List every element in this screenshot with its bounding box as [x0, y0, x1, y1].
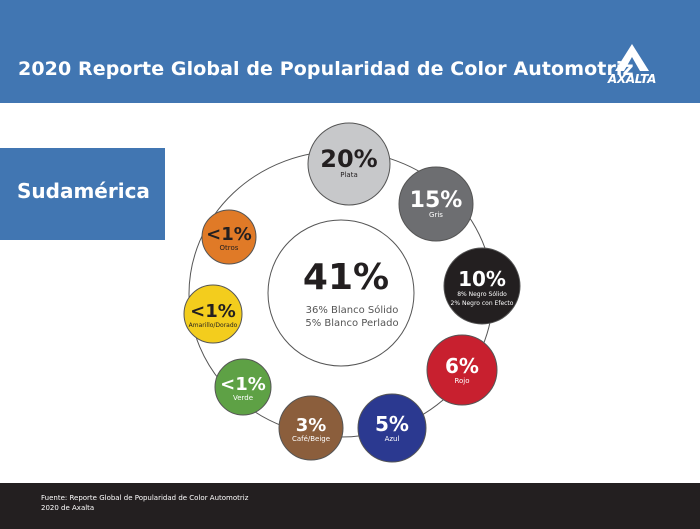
- region-box: Sudamérica: [0, 148, 165, 240]
- color-bubble: <1%Otros: [201, 209, 257, 265]
- bubble-value: <1%: [220, 374, 266, 395]
- bubble-label: 8% Negro Sólido: [457, 291, 507, 298]
- center-value: 41%: [303, 257, 389, 298]
- bubble-value: 10%: [458, 267, 506, 291]
- bubble-label: Verde: [233, 394, 253, 402]
- bubble-value: 3%: [296, 415, 327, 436]
- center-label-line: 5% Blanco Perlado: [305, 318, 398, 329]
- color-bubble: 20%Plata: [307, 122, 391, 206]
- bubble-circle: [214, 358, 272, 416]
- center-circle: [267, 219, 415, 367]
- footer-source: Fuente: Reporte Global de Popularidad de…: [41, 494, 249, 502]
- color-bubble: <1%Amarillo/Dorado: [183, 284, 243, 344]
- color-bubble: 3%Café/Beige: [278, 395, 344, 461]
- bubble-label: Rojo: [454, 377, 469, 385]
- color-bubble: 6%Rojo: [426, 334, 498, 406]
- bubble-value: <1%: [190, 301, 236, 322]
- footer-bar: Fuente: Reporte Global de Popularidad de…: [0, 483, 700, 529]
- bubble-circle: [278, 395, 344, 461]
- bubble-circle: [426, 334, 498, 406]
- page-title: 2020 Reporte Global de Popularidad de Co…: [18, 58, 634, 80]
- bubble-label: Gris: [429, 211, 443, 219]
- bubble-label: 2% Negro con Efecto: [451, 300, 514, 307]
- bubble-label: Plata: [340, 171, 358, 179]
- bubble-label: Otros: [220, 244, 239, 252]
- color-bubble: 10%8% Negro Sólido 2% Negro con Efecto: [443, 247, 521, 325]
- bubble-circle: [398, 166, 474, 242]
- axalta-logo-text: AXALTA: [607, 72, 657, 86]
- color-bubble: 5%Azul: [357, 393, 427, 463]
- axalta-logo: AXALTA: [604, 44, 660, 88]
- bubble-value: 15%: [410, 188, 463, 213]
- header-banner: 2020 Reporte Global de Popularidad de Co…: [0, 0, 700, 103]
- bubble-circle: [357, 393, 427, 463]
- bubble-label: Amarillo/Dorado: [189, 322, 238, 329]
- center-label-line: 36% Blanco Sólido: [306, 304, 399, 316]
- color-bubble: <1%Verde: [214, 358, 272, 416]
- bubble-value: 20%: [320, 145, 377, 173]
- bubble-value: 5%: [375, 412, 409, 436]
- bubble-label: Café/Beige: [292, 435, 330, 443]
- bubble-circle: [307, 122, 391, 206]
- bubble-circle: [201, 209, 257, 265]
- bubble-circle: [183, 284, 243, 344]
- bubble-circle: [443, 247, 521, 325]
- bubble-value: <1%: [206, 224, 252, 245]
- region-label: Sudamérica: [17, 179, 150, 203]
- bubble-value: 6%: [445, 354, 479, 378]
- footer-copyright: 2020 de Axalta: [41, 504, 95, 512]
- axalta-logo-icon: [615, 44, 649, 71]
- bubble-label: Azul: [385, 435, 400, 443]
- color-bubble: 15%Gris: [398, 166, 474, 242]
